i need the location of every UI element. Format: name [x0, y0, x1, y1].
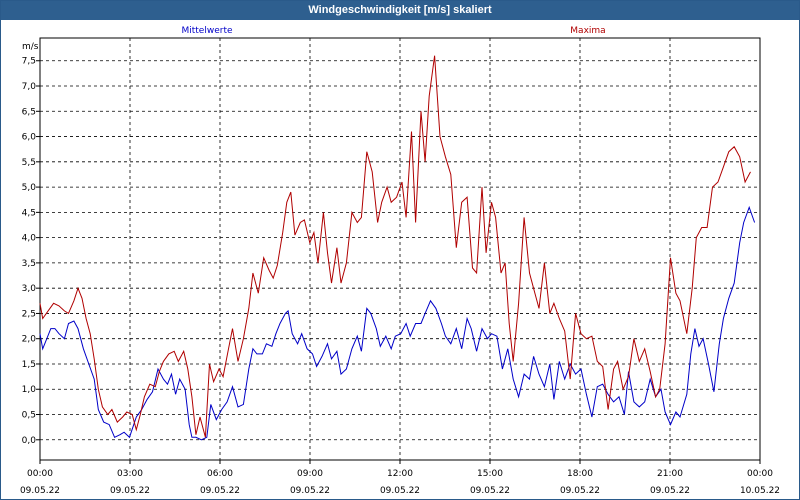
x-tick-time-label: 00:00: [27, 469, 53, 479]
y-tick-label: 2,0: [22, 335, 37, 345]
y-tick-label: 7,0: [22, 82, 37, 92]
x-tick-time-label: 21:00: [657, 469, 683, 479]
y-tick-label: 0,5: [22, 411, 36, 421]
x-tick-time-label: 03:00: [117, 469, 143, 479]
y-axis-unit-label: m/s: [22, 42, 39, 52]
x-tick-time-label: 15:00: [477, 469, 503, 479]
grid-lines: [40, 38, 760, 460]
y-tick-label: 4,5: [22, 208, 36, 218]
y-tick-label: 0,0: [22, 436, 37, 446]
x-tick-time-label: 12:00: [387, 469, 413, 479]
x-tick-date-label: 10.05.22: [740, 486, 780, 496]
series-maxima-line: [39, 55, 751, 438]
x-tick-time-label: 00:00: [747, 469, 773, 479]
y-tick-label: 7,5: [22, 57, 36, 67]
window-title: Windgeschwindigkeit [m/s] skaliert: [1, 1, 799, 20]
x-tick-date-label: 09.05.22: [110, 486, 150, 496]
x-tick-time-label: 06:00: [207, 469, 233, 479]
x-tick-date-label: 09.05.22: [380, 486, 420, 496]
y-axis-ticks: 0,0 0,5 1,0 1,5 2,0 2,5 3,0 3,5 4,0 4,5 5,0 5,5 6,0 6…: [22, 57, 40, 446]
x-tick-date-label: 09.05.22: [290, 486, 330, 496]
y-tick-label: 1,0: [22, 385, 37, 395]
y-tick-label: 3,0: [22, 284, 37, 294]
y-tick-label: 6,5: [22, 107, 36, 117]
x-tick-date-label: 09.05.22: [470, 486, 510, 496]
series-lines: [39, 55, 756, 441]
y-tick-label: 2,5: [22, 309, 36, 319]
x-tick-time-label: 18:00: [567, 469, 593, 479]
legend-mittelwerte: Mittelwerte: [181, 26, 232, 36]
y-tick-label: 5,0: [22, 183, 37, 193]
y-tick-label: 5,5: [22, 158, 36, 168]
legend-maxima: Maxima: [570, 26, 605, 36]
y-tick-label: 4,0: [22, 234, 37, 244]
y-tick-label: 3,5: [22, 259, 36, 269]
x-tick-date-label: 09.05.22: [20, 486, 60, 496]
x-tick-date-label: 09.05.22: [650, 486, 690, 496]
y-tick-label: 1,5: [22, 360, 36, 370]
y-tick-label: 6,0: [22, 133, 37, 143]
x-axis-ticks: 00:00 09.05.22 03:00 09.05.22 06:00 09.05.22 0…: [20, 460, 780, 496]
series-mittelwerte-line: [39, 205, 756, 441]
x-tick-date-label: 09.05.22: [560, 486, 600, 496]
x-tick-date-label: 09.05.22: [200, 486, 240, 496]
x-tick-time-label: 09:00: [297, 469, 323, 479]
